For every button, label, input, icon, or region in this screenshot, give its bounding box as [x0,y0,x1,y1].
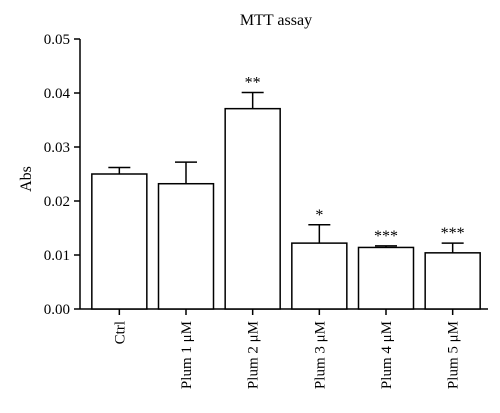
x-tick-labels: Ctrl Plum 1 μM Plum 2 μM Plum 3 μM Plum 4 μM… [112,309,462,389]
y-tick-label-1: 0.01 [44,248,70,264]
y-tick-label-4: 0.04 [44,86,71,102]
y-tick-label-5: 0.05 [44,32,70,48]
significance-label-4: *** [374,228,398,245]
y-tick-label-0: 0.00 [44,302,70,318]
bar-5 [424,252,481,310]
bars: ****** *** [91,74,481,310]
significance-label-2: ** [245,74,261,91]
y-ticks: 0.00 0.01 0.02 0.03 0.04 0.05 [44,32,80,318]
bar-4 [357,246,415,310]
x-tick-label-0: Ctrl [112,321,128,344]
y-axis-label: Abs [18,166,35,192]
significance-label-5: *** [441,225,465,242]
x-tick-label-4: Plum 4 μM [379,321,395,389]
x-tick-label-3: Plum 3 μM [312,321,328,389]
y-tick-label-3: 0.03 [44,140,70,156]
x-tick-label-1: Plum 1 μM [179,321,195,389]
bar-1 [157,182,215,310]
bar-0 [91,173,148,310]
y-tick-label-2: 0.02 [44,194,70,210]
bar-3 [291,242,348,310]
significance-label-3: * [315,207,323,224]
x-tick-label-2: Plum 2 μM [246,321,262,389]
x-tick-label-5: Plum 5 μM [446,321,462,389]
chart-title: MTT assay [240,12,312,29]
bar-2 [224,107,281,310]
